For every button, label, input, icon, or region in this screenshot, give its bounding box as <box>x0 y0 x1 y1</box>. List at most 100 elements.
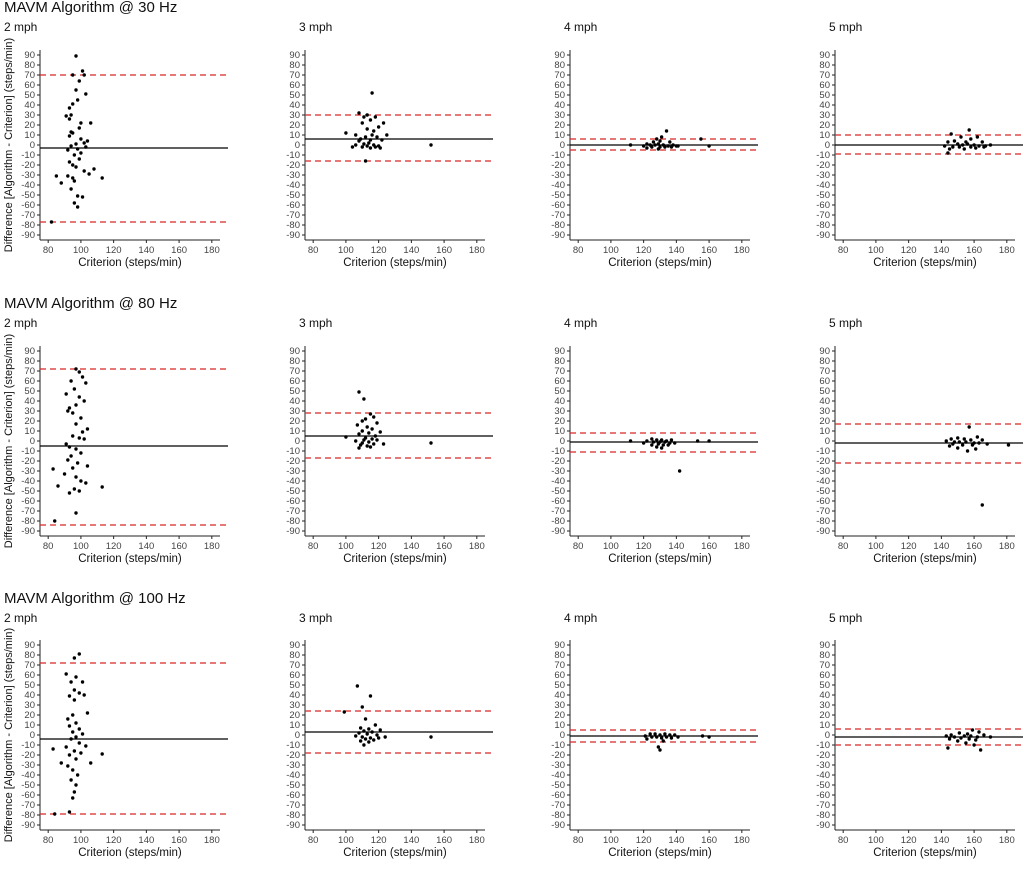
data-point <box>357 139 361 143</box>
data-point <box>951 145 955 149</box>
y-axis-label: Difference [Algorithm - Criterion] (step… <box>3 628 15 842</box>
data-point <box>72 487 77 491</box>
data-point <box>82 399 86 403</box>
y-tick-label: -90 <box>551 820 565 831</box>
panel-title: 4 mph <box>564 20 597 34</box>
data-point <box>373 723 378 727</box>
y-tick-label: 30 <box>24 700 35 711</box>
y-tick-label: 50 <box>289 386 300 397</box>
y-tick-label: -50 <box>21 190 35 201</box>
data-point <box>381 442 386 446</box>
data-point <box>972 743 976 747</box>
y-tick-label: 0 <box>825 436 830 447</box>
y-tick-label: -80 <box>286 516 300 527</box>
data-point <box>375 135 379 139</box>
y-tick-label: 40 <box>819 100 830 111</box>
data-point <box>372 129 376 133</box>
data-point <box>368 445 373 449</box>
x-tick-label: 80 <box>308 835 319 846</box>
data-point <box>946 746 950 750</box>
data-point <box>74 54 78 58</box>
y-tick-label: -50 <box>21 780 35 791</box>
data-point <box>378 728 382 732</box>
x-tick-label: 80 <box>838 541 849 552</box>
y-tick-label: -10 <box>286 446 300 457</box>
data-point <box>69 680 73 684</box>
data-point <box>969 438 973 442</box>
data-point <box>71 163 75 167</box>
data-point <box>375 733 379 737</box>
data-point <box>370 91 374 95</box>
y-tick-label: 30 <box>554 700 565 711</box>
y-tick-label: 80 <box>554 650 565 661</box>
y-tick-label: -90 <box>286 230 300 241</box>
data-point <box>100 176 104 180</box>
panel-title: 2 mph <box>4 20 37 34</box>
data-point <box>53 519 57 523</box>
y-tick-label: 10 <box>289 426 300 437</box>
x-tick-label: 180 <box>469 245 485 256</box>
y-tick-label: 70 <box>554 660 565 671</box>
data-point <box>645 439 649 443</box>
y-tick-label: 20 <box>24 710 35 721</box>
y-tick-label: -70 <box>816 506 830 517</box>
data-point <box>74 475 78 479</box>
data-point <box>72 656 77 660</box>
x-tick-label: 180 <box>204 835 220 846</box>
y-tick-label: -50 <box>551 486 565 497</box>
y-tick-label: 60 <box>554 670 565 681</box>
panel-title: 3 mph <box>299 20 332 34</box>
x-tick-label: 140 <box>138 541 154 552</box>
data-point <box>656 745 661 749</box>
y-tick-label: 50 <box>819 680 830 691</box>
y-tick-label: 30 <box>289 700 300 711</box>
y-tick-label: 80 <box>24 60 35 71</box>
x-tick-label: 180 <box>999 835 1015 846</box>
data-point <box>84 92 88 96</box>
y-tick-label: -40 <box>21 770 35 781</box>
y-tick-label: -50 <box>286 486 300 497</box>
data-point <box>965 449 970 453</box>
y-tick-label: -20 <box>551 160 565 171</box>
data-point <box>74 735 78 739</box>
data-point <box>67 810 72 814</box>
y-tick-label: 90 <box>24 640 35 651</box>
y-tick-label: 40 <box>24 690 35 701</box>
data-point <box>378 430 382 434</box>
data-point <box>344 131 348 135</box>
y-tick-label: -20 <box>286 750 300 761</box>
y-tick-label: -20 <box>21 750 35 761</box>
x-tick-label: 140 <box>668 541 684 552</box>
data-point <box>49 220 54 224</box>
data-point <box>85 427 90 431</box>
data-point <box>370 437 374 441</box>
x-tick-label: 160 <box>436 835 452 846</box>
y-tick-label: 50 <box>554 386 565 397</box>
data-point <box>365 732 369 736</box>
x-tick-label: 160 <box>966 541 982 552</box>
data-point <box>960 443 965 447</box>
data-point <box>641 441 646 445</box>
x-tick-label: 160 <box>436 245 452 256</box>
data-point <box>79 121 83 125</box>
data-point <box>82 73 86 77</box>
data-point <box>363 737 368 741</box>
y-tick-label: 60 <box>819 80 830 91</box>
x-tick-label: 120 <box>901 541 917 552</box>
data-point <box>358 443 363 447</box>
data-point <box>959 135 963 139</box>
data-point <box>358 739 363 743</box>
data-point <box>982 733 986 737</box>
x-tick-label: 100 <box>603 541 619 552</box>
data-point <box>365 444 369 448</box>
data-point <box>59 761 63 765</box>
x-axis-label: Criterion (steps/min) <box>608 257 712 269</box>
y-tick-label: 60 <box>289 670 300 681</box>
data-point <box>944 439 948 443</box>
x-tick-label: 140 <box>403 835 419 846</box>
y-tick-label: 10 <box>554 130 565 141</box>
data-point <box>645 146 649 150</box>
y-tick-label: -70 <box>816 210 830 221</box>
data-point <box>62 472 67 476</box>
data-point <box>79 416 83 420</box>
